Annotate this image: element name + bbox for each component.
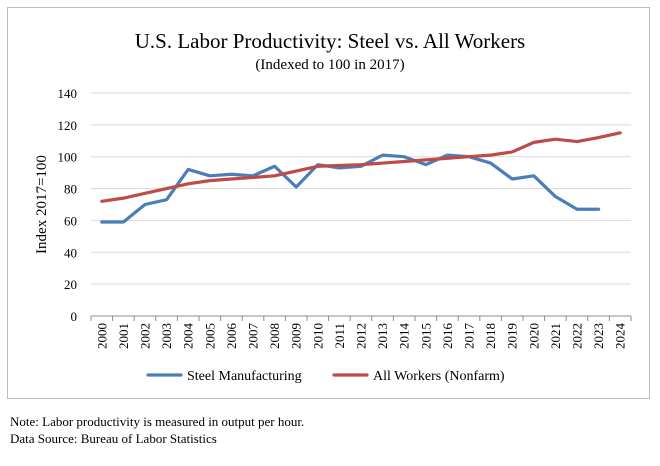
x-tick-label: 2006 bbox=[224, 323, 239, 350]
y-tick-label: 100 bbox=[58, 150, 78, 165]
series-line-steel bbox=[100, 153, 601, 224]
note-text: Note: Labor productivity is measured in … bbox=[10, 414, 305, 429]
x-tick-label: 2003 bbox=[159, 323, 174, 349]
x-tick-label: 2010 bbox=[310, 323, 325, 349]
y-tick-label: 60 bbox=[64, 213, 77, 228]
x-tick-label: 2018 bbox=[483, 323, 498, 349]
x-tick-label: 2002 bbox=[138, 323, 153, 349]
x-tick-label: 2012 bbox=[354, 323, 369, 349]
data-source-text: Data Source: Bureau of Labor Statistics bbox=[10, 431, 217, 446]
x-tick-label: 2013 bbox=[375, 323, 390, 349]
x-tick-label: 2017 bbox=[462, 323, 477, 350]
x-tick-label: 2007 bbox=[246, 323, 261, 350]
y-tick-label: 40 bbox=[64, 245, 77, 260]
chart-notes: Note: Labor productivity is measured in … bbox=[10, 413, 304, 447]
line-chart: U.S. Labor Productivity: Steel vs. All W… bbox=[34, 29, 632, 384]
y-axis-label: Index 2017=100 bbox=[34, 155, 50, 254]
x-tick-label: 2022 bbox=[570, 323, 585, 349]
x-tick-label: 2008 bbox=[267, 323, 282, 349]
y-tick-label: 0 bbox=[71, 309, 78, 324]
series-line-all-workers bbox=[100, 131, 622, 203]
x-tick-label: 2014 bbox=[397, 323, 412, 350]
y-tick-label: 140 bbox=[58, 86, 78, 101]
x-tick-label: 2024 bbox=[613, 323, 628, 350]
legend-label: Steel Manufacturing bbox=[187, 369, 302, 384]
x-tick-label: 2023 bbox=[591, 323, 606, 349]
x-tick-label: 2020 bbox=[526, 323, 541, 349]
x-tick-label: 2021 bbox=[548, 323, 563, 349]
x-tick-label: 2001 bbox=[116, 323, 131, 349]
x-tick-label: 2011 bbox=[332, 323, 347, 349]
y-tick-label: 120 bbox=[58, 118, 78, 133]
chart-title: U.S. Labor Productivity: Steel vs. All W… bbox=[135, 29, 525, 53]
y-tick-label: 20 bbox=[64, 277, 77, 292]
x-tick-label: 2000 bbox=[94, 323, 109, 349]
x-tick-label: 2015 bbox=[418, 323, 433, 349]
x-tick-label: 2016 bbox=[440, 323, 455, 350]
y-tick-label: 80 bbox=[64, 182, 77, 197]
x-tick-label: 2009 bbox=[289, 323, 304, 349]
x-tick-label: 2005 bbox=[202, 323, 217, 349]
chart-frame bbox=[7, 7, 650, 399]
legend-label: All Workers (Nonfarm) bbox=[373, 369, 505, 384]
chart-subtitle: (Indexed to 100 in 2017) bbox=[255, 57, 404, 73]
x-tick-label: 2019 bbox=[505, 323, 520, 349]
x-tick-label: 2004 bbox=[181, 323, 196, 350]
